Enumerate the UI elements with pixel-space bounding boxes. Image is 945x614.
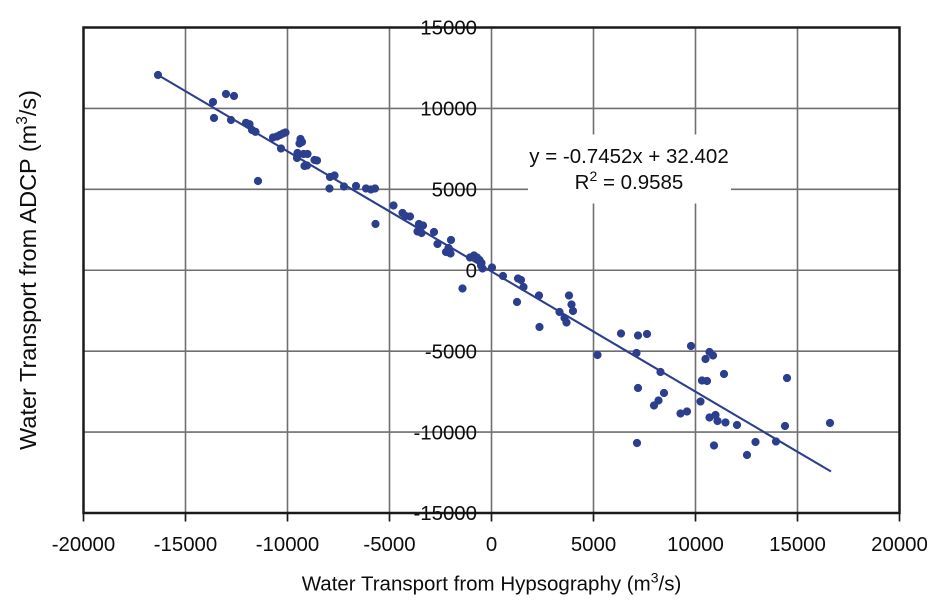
svg-text:Water Transport from ADCP (m3/: Water Transport from ADCP (m3/s) bbox=[14, 90, 41, 450]
svg-text:-10000: -10000 bbox=[414, 422, 478, 444]
svg-text:-10000: -10000 bbox=[256, 534, 320, 556]
svg-text:-5000: -5000 bbox=[363, 534, 415, 556]
svg-text:Water Transport from Hypsograp: Water Transport from Hypsography (m3/s) bbox=[302, 570, 682, 596]
svg-text:-15000: -15000 bbox=[414, 503, 478, 525]
svg-text:5000: 5000 bbox=[432, 180, 477, 202]
svg-text:10000: 10000 bbox=[420, 99, 477, 121]
svg-text:0: 0 bbox=[466, 260, 477, 282]
svg-text:y = -0.7452x + 32.402: y = -0.7452x + 32.402 bbox=[529, 145, 728, 168]
svg-text:15000: 15000 bbox=[420, 18, 477, 40]
svg-text:15000: 15000 bbox=[769, 534, 826, 556]
svg-text:10000: 10000 bbox=[667, 534, 724, 556]
svg-text:-15000: -15000 bbox=[154, 534, 218, 556]
svg-text:0: 0 bbox=[486, 534, 497, 556]
svg-text:-20000: -20000 bbox=[52, 534, 116, 556]
svg-text:5000: 5000 bbox=[571, 534, 616, 556]
svg-text:-5000: -5000 bbox=[425, 341, 477, 363]
svg-text:20000: 20000 bbox=[871, 534, 928, 556]
